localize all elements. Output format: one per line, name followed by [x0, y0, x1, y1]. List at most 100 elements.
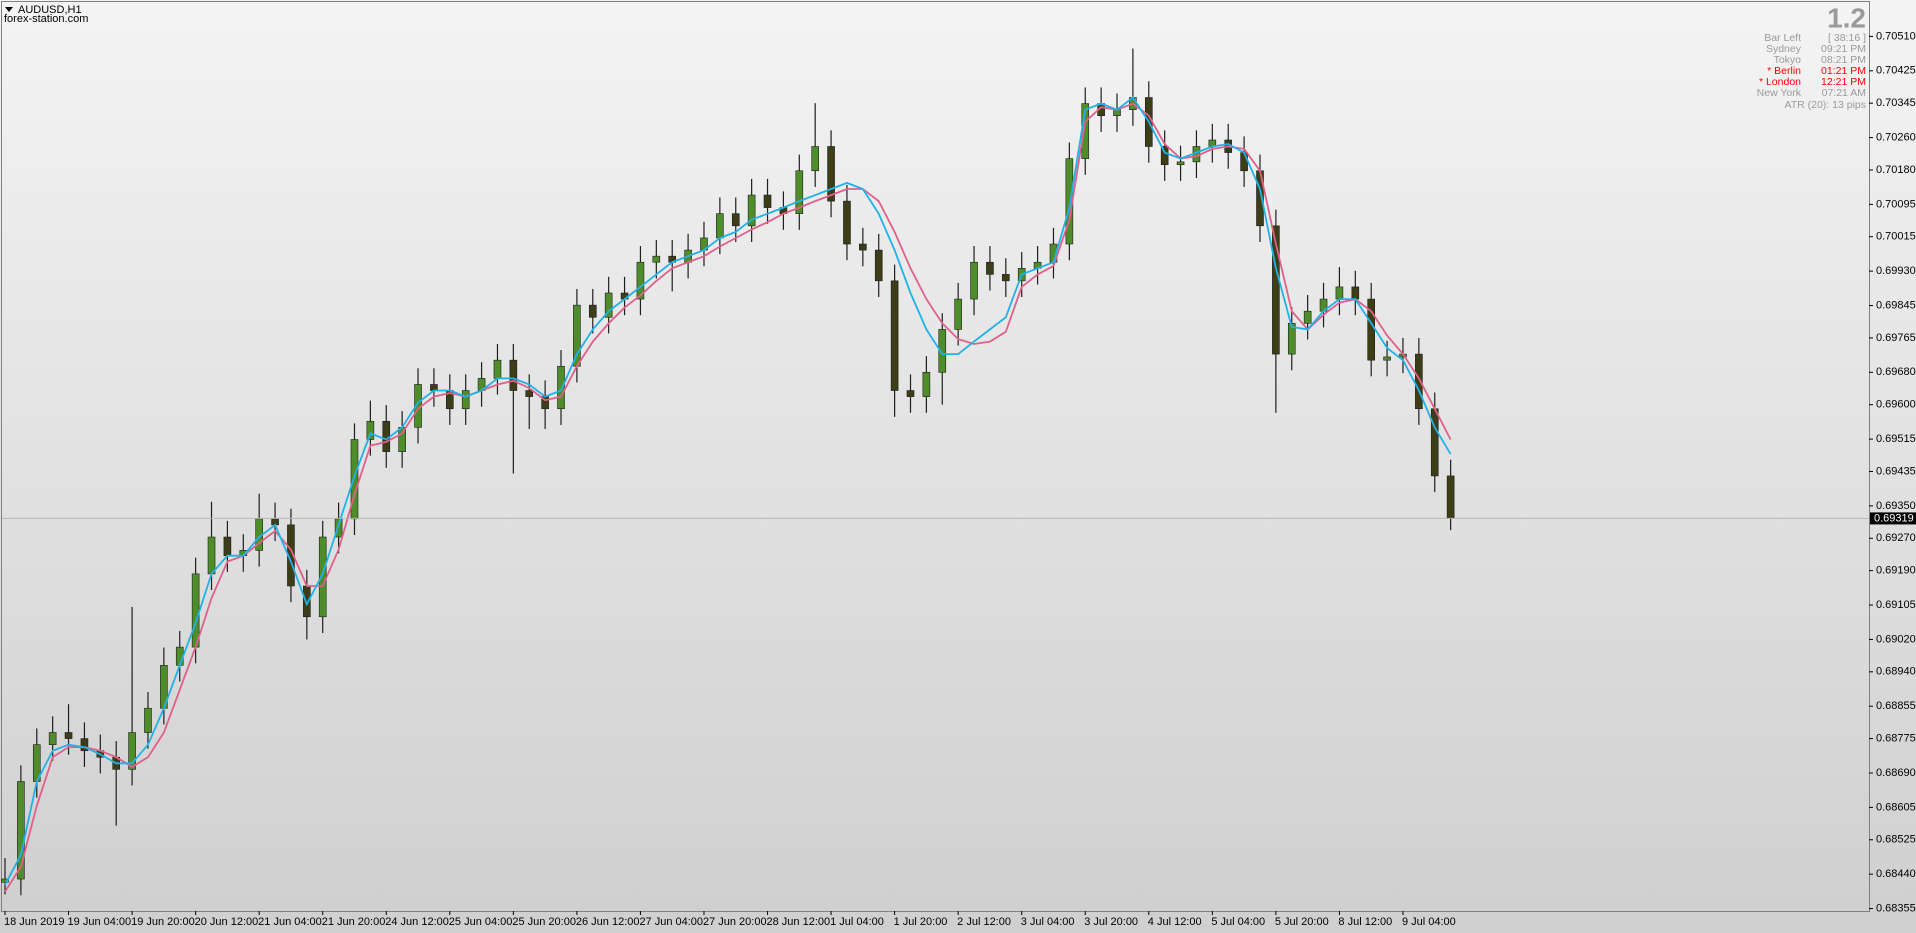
- candle-body: [1176, 161, 1185, 165]
- info-label: Sydney: [1766, 43, 1802, 55]
- x-tick-label: 8 Jul 12:00: [1338, 916, 1392, 928]
- candle-body: [80, 738, 89, 752]
- candle-body: [1415, 353, 1423, 410]
- x-tick-label: 18 Jun 2019: [4, 916, 65, 928]
- candle-body: [191, 573, 200, 648]
- candle-body: [938, 329, 947, 373]
- y-tick-label: 0.70015: [1876, 231, 1916, 243]
- candle-body: [525, 390, 534, 397]
- x-tick-label: 19 Jun 04:00: [68, 916, 132, 928]
- y-tick-label: 0.68525: [1876, 834, 1916, 846]
- candle-body: [906, 390, 915, 397]
- y-tick-label: 0.70425: [1876, 65, 1916, 77]
- y-tick-label: 0.69190: [1876, 565, 1916, 577]
- candle-body: [17, 781, 25, 880]
- candle-body: [509, 359, 518, 391]
- candle-body: [557, 365, 565, 410]
- candle-body: [1351, 286, 1360, 300]
- candle-body: [1335, 286, 1344, 300]
- candle-body: [48, 732, 57, 745]
- current-price-box: [1870, 512, 1916, 525]
- candle-body: [874, 249, 883, 282]
- y-tick-label: 0.68855: [1876, 700, 1916, 712]
- candle-body: [1446, 475, 1455, 519]
- y-tick-label: 0.70180: [1876, 164, 1916, 176]
- plot: [1, 48, 1455, 896]
- y-tick-label: 0.69515: [1876, 433, 1916, 445]
- info-value: 07:21 AM: [1822, 87, 1866, 99]
- candle-body: [859, 243, 867, 251]
- x-tick-label: 1 Jul 20:00: [894, 916, 948, 928]
- x-tick-label: 4 Jul 12:00: [1148, 916, 1202, 928]
- info-label: * London: [1759, 76, 1801, 88]
- y-tick-label: 0.69600: [1876, 399, 1916, 411]
- x-tick-label: 5 Jul 20:00: [1275, 916, 1329, 928]
- candle-body: [827, 146, 835, 202]
- x-tick-label: 28 Jun 12:00: [767, 916, 831, 928]
- y-tick-label: 0.68940: [1876, 666, 1916, 678]
- candle-body: [366, 420, 375, 440]
- candle-body: [954, 298, 962, 330]
- info-atr: ATR (20): 13 pips: [1784, 99, 1866, 111]
- x-tick-label: 19 Jun 20:00: [131, 916, 195, 928]
- x-tick-label: 20 Jun 12:00: [195, 916, 259, 928]
- candle-body: [731, 213, 740, 227]
- y-tick-label: 0.70510: [1876, 30, 1916, 42]
- candle-body: [1240, 152, 1248, 172]
- x-tick-label: 21 Jun 04:00: [258, 916, 322, 928]
- y-tick-label: 0.69435: [1876, 465, 1916, 477]
- candle-body: [573, 304, 581, 367]
- info-value: [ 38:16 ]: [1828, 32, 1866, 44]
- y-tick-label: 0.69350: [1876, 500, 1916, 512]
- x-tick-label: 26 Jun 12:00: [576, 916, 640, 928]
- candle-body: [716, 213, 724, 239]
- candle-body: [843, 200, 851, 245]
- candle-body: [1272, 225, 1280, 355]
- x-tick-label: 5 Jul 04:00: [1211, 916, 1265, 928]
- candle-body: [795, 170, 804, 214]
- chart-subtitle: forex-station.com: [4, 13, 88, 25]
- symbol-menu-arrow[interactable]: [5, 7, 13, 12]
- info-value: 08:21 PM: [1821, 54, 1866, 66]
- plot-border: [1, 1, 1870, 912]
- indicator-line: [4, 102, 1452, 893]
- y-tick-label: 0.68775: [1876, 732, 1916, 744]
- candle-body: [207, 536, 216, 575]
- y-tick-label: 0.69105: [1876, 599, 1916, 611]
- x-tick-label: 2 Jul 12:00: [957, 916, 1011, 928]
- candle-body: [811, 146, 819, 172]
- x-tick-label: 3 Jul 20:00: [1084, 916, 1138, 928]
- info-label: New York: [1757, 87, 1802, 99]
- y-tick-label: 0.70095: [1876, 198, 1916, 210]
- candle-body: [1383, 356, 1391, 361]
- candle-body: [382, 420, 391, 452]
- candle-body: [223, 536, 232, 556]
- y-tick-label: 0.70260: [1876, 131, 1916, 143]
- candle-body: [922, 372, 931, 397]
- candle-body: [64, 732, 73, 739]
- x-tick-label: 27 Jun 20:00: [703, 916, 767, 928]
- x-tick-label: 25 Jun 20:00: [512, 916, 576, 928]
- candle-body: [588, 304, 597, 318]
- candle-body: [747, 194, 756, 227]
- candle-body: [890, 280, 899, 391]
- x-tick-label: 3 Jul 04:00: [1021, 916, 1075, 928]
- x-tick-label: 25 Jun 04:00: [449, 916, 513, 928]
- candle-body: [1303, 310, 1312, 324]
- info-label: Bar Left: [1764, 32, 1801, 44]
- current-price-label: 0.69319: [1874, 512, 1914, 524]
- info-version: 1.2: [1827, 2, 1866, 33]
- info-value: 01:21 PM: [1821, 65, 1866, 77]
- y-tick-label: 0.69845: [1876, 299, 1916, 311]
- y-tick-label: 0.68355: [1876, 902, 1916, 914]
- candle-body: [144, 707, 152, 733]
- candle-body: [128, 732, 136, 770]
- y-tick-label: 0.68440: [1876, 868, 1916, 880]
- y-tick-label: 0.69765: [1876, 332, 1916, 344]
- chart-title: AUDUSD,H1: [18, 4, 82, 16]
- candle-body: [493, 359, 502, 379]
- candle-body: [350, 439, 359, 520]
- info-value: 09:21 PM: [1821, 43, 1866, 55]
